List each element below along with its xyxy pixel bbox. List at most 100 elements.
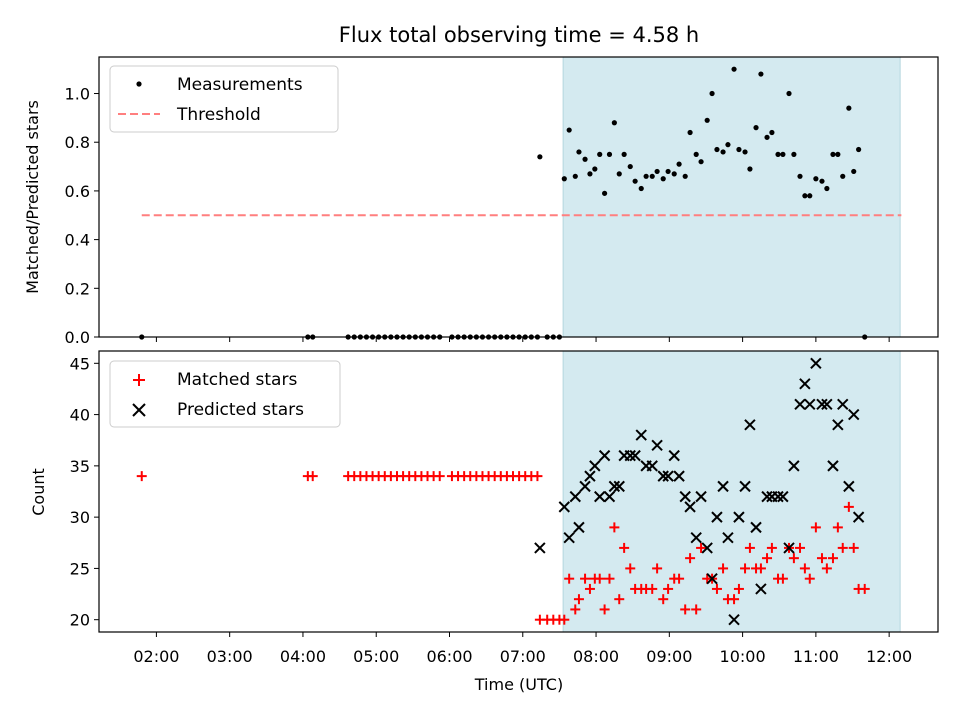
bottom-legend: Matched stars Predicted stars bbox=[109, 360, 341, 428]
measurement-point bbox=[780, 151, 786, 157]
legend-predicted-marker bbox=[132, 403, 146, 417]
predicted-star-point bbox=[761, 490, 773, 503]
matched-star-point bbox=[799, 563, 810, 574]
x-tick-label: 04:00 bbox=[280, 647, 326, 666]
measurement-point bbox=[654, 168, 660, 175]
y-tick-label: 35 bbox=[70, 457, 90, 476]
predicted-star-point bbox=[534, 542, 546, 554]
measurement-point bbox=[649, 173, 655, 179]
measurement-point bbox=[601, 190, 608, 196]
legend-measurements-marker bbox=[136, 81, 142, 87]
y-tick-label: 0.4 bbox=[65, 231, 90, 250]
measurement-point bbox=[802, 193, 808, 199]
matched-star-point bbox=[619, 542, 630, 553]
bottom-panel: 20 25 30 35 40 45 02:00 03:00 04:00 05:00 06:00 07… bbox=[29, 350, 939, 694]
matched-star-point bbox=[564, 573, 575, 584]
measurement-point bbox=[764, 134, 770, 140]
matched-star-point bbox=[674, 573, 685, 584]
matched-star-point bbox=[744, 542, 755, 553]
legend-measurements-label: Measurements bbox=[177, 75, 303, 95]
matched-star-point bbox=[580, 573, 591, 584]
matched-star-point bbox=[573, 594, 584, 605]
matched-star-point bbox=[570, 604, 581, 615]
matched-star-point bbox=[594, 573, 605, 584]
bottom-axes-frame bbox=[98, 350, 939, 633]
x-tick-label: 07:00 bbox=[500, 647, 546, 666]
legend-matched-label: Matched stars bbox=[177, 370, 297, 390]
matched-stars-layer bbox=[136, 471, 870, 625]
predicted-star-point bbox=[701, 542, 713, 554]
x-tick-label: 11:00 bbox=[793, 647, 839, 666]
bottom-y-axis-label: Count bbox=[29, 468, 48, 516]
measurement-point bbox=[775, 151, 781, 157]
matched-star-point bbox=[136, 471, 147, 482]
top-panel: 0.0 0.2 0.4 0.6 0.8 1.0 Matched/Predicted sta… bbox=[23, 56, 939, 347]
predicted-star-point bbox=[728, 613, 740, 626]
predicted-star-point bbox=[739, 480, 751, 493]
predicted-star-point bbox=[711, 511, 723, 523]
x-axis-label: Time (UTC) bbox=[474, 675, 563, 694]
predicted-star-point bbox=[750, 521, 762, 534]
legend-threshold-label: Threshold bbox=[176, 105, 261, 125]
predicted-star-point bbox=[629, 449, 641, 462]
measurement-point bbox=[846, 105, 852, 111]
predicted-star-point bbox=[804, 398, 816, 411]
matched-star-point bbox=[680, 604, 691, 615]
measurement-point bbox=[660, 176, 666, 182]
top-axes-frame bbox=[98, 56, 939, 338]
matched-star-point bbox=[755, 563, 766, 574]
predicted-star-point bbox=[852, 511, 865, 523]
predicted-star-point bbox=[558, 501, 571, 513]
y-tick-label: 0.6 bbox=[65, 182, 90, 201]
legend-matched-marker bbox=[133, 374, 145, 386]
predicted-star-point bbox=[657, 470, 669, 482]
y-tick-label: 0.0 bbox=[65, 328, 90, 347]
matched-star-point bbox=[718, 563, 729, 574]
matched-star-point bbox=[859, 583, 870, 594]
legend-predicted-label: Predicted stars bbox=[177, 400, 304, 420]
x-tick-label: 03:00 bbox=[207, 647, 253, 666]
measurement-point bbox=[840, 173, 846, 179]
predicted-star-point bbox=[651, 439, 663, 452]
measurement-point bbox=[725, 142, 731, 148]
predicted-star-point bbox=[569, 490, 581, 503]
matched-star-point bbox=[663, 583, 674, 594]
predicted-star-point bbox=[810, 357, 822, 370]
predicted-star-point bbox=[668, 449, 680, 462]
measurement-point bbox=[807, 193, 813, 199]
matched-star-point bbox=[777, 573, 788, 584]
x-tick-label: 10:00 bbox=[720, 647, 766, 666]
matched-star-point bbox=[827, 553, 838, 564]
matched-star-point bbox=[766, 542, 777, 553]
measurement-point bbox=[665, 168, 671, 175]
predicted-star-point bbox=[695, 490, 707, 503]
matched-star-point bbox=[647, 583, 658, 594]
matched-star-point bbox=[837, 542, 848, 553]
measurement-point bbox=[742, 149, 748, 155]
measurement-point bbox=[851, 168, 857, 175]
measurement-point bbox=[758, 71, 764, 77]
measurement-point bbox=[572, 173, 578, 179]
predicted-star-point bbox=[608, 480, 621, 493]
x-tick-label: 05:00 bbox=[353, 647, 399, 666]
predicted-star-point bbox=[598, 449, 611, 462]
measurement-point bbox=[769, 129, 775, 136]
measurement-point bbox=[643, 173, 649, 179]
matched-star-point bbox=[652, 563, 663, 574]
top-y-axis-label: Matched/Predicted stars bbox=[23, 100, 42, 294]
matched-star-point bbox=[614, 594, 625, 605]
predicted-star-point bbox=[777, 490, 789, 503]
predicted-star-point bbox=[722, 531, 734, 544]
matched-star-point bbox=[804, 573, 815, 584]
measurement-point bbox=[835, 151, 841, 157]
bottom-y-ticks: 20 25 30 35 40 45 bbox=[70, 354, 99, 630]
measurement-point bbox=[824, 185, 830, 192]
top-x-ticks bbox=[155, 337, 890, 342]
measurement-point bbox=[537, 154, 543, 160]
measurement-point bbox=[606, 151, 613, 157]
measurement-point bbox=[676, 161, 682, 167]
measurement-point bbox=[753, 125, 759, 131]
x-tick-label: 08:00 bbox=[573, 647, 619, 666]
bottom-highlight-span bbox=[562, 350, 901, 633]
matched-star-point bbox=[584, 583, 595, 594]
